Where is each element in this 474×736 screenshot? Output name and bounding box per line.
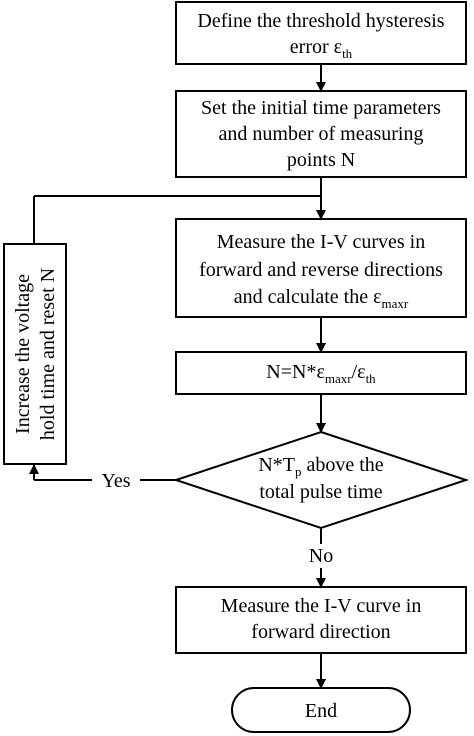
decision-step: N*Tp above the total pulse time — [172, 430, 470, 530]
set-parameters-line2: and number of measuring — [219, 123, 424, 145]
measure-both-step: Measure the I-V curves in forward and re… — [175, 218, 467, 318]
increase-voltage-step: Increase the voltage hold time and reset… — [3, 243, 67, 465]
measure-forward-step: Measure the I-V curve in forward directi… — [175, 586, 467, 654]
end-terminal — [231, 687, 411, 733]
measure-forward-box — [175, 586, 467, 654]
decision-line2: total pulse time — [259, 481, 382, 503]
define-threshold-box — [175, 1, 467, 65]
define-threshold-line1: Define the threshold hysteresis — [197, 10, 444, 32]
measure-forward-line2: forward direction — [251, 621, 390, 643]
update-n-formula: N=N*εmaxr/εth — [266, 361, 376, 386]
increase-voltage-line2: hold time and reset N — [37, 268, 59, 440]
end-label: End — [305, 700, 337, 722]
set-parameters-step: Set the initial time parameters and numb… — [175, 90, 467, 178]
measure-both-line3: and calculate the εmaxr — [234, 286, 409, 311]
measure-forward-line1: Measure the I-V curve in — [221, 595, 422, 617]
no-label: No — [309, 545, 333, 567]
increase-voltage-line1: Increase the voltage — [12, 274, 34, 434]
decision-diamond — [172, 430, 470, 530]
set-parameters-box — [175, 90, 467, 178]
measure-both-box — [175, 218, 467, 318]
end-step: End — [231, 687, 411, 733]
decision-line1: N*Tp above the — [258, 454, 383, 479]
measure-both-line1: Measure the I-V curves in — [217, 231, 425, 253]
update-n-step: N=N*εmaxr/εth — [175, 351, 467, 395]
update-n-box — [175, 351, 467, 395]
set-parameters-line1: Set the initial time parameters — [201, 97, 441, 119]
yes-label: Yes — [101, 470, 130, 492]
define-threshold-line2: error εth — [290, 36, 353, 61]
set-parameters-line3: points N — [287, 149, 355, 171]
define-threshold-step: Define the threshold hysteresis error εt… — [175, 1, 467, 65]
measure-both-line2: forward and reverse directions — [199, 259, 443, 281]
